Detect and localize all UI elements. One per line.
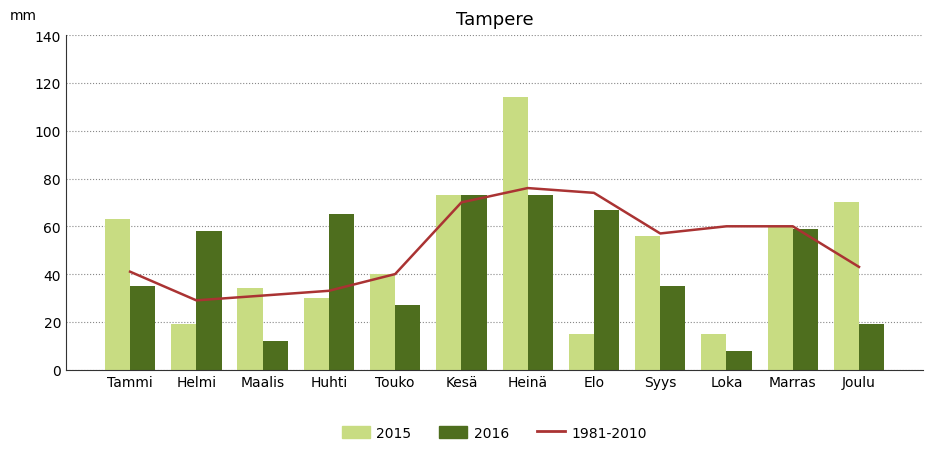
Bar — [171, 325, 196, 370]
1981-2010 — [257, 293, 268, 299]
Bar — [834, 203, 859, 370]
Bar — [105, 220, 130, 370]
Bar — [660, 286, 686, 370]
1981-2010 — [522, 186, 533, 191]
1981-2010 — [721, 224, 732, 230]
Bar — [462, 196, 487, 370]
1981-2010 — [323, 289, 334, 294]
1981-2010 — [853, 265, 865, 270]
Bar — [768, 227, 793, 370]
Bar — [502, 98, 528, 370]
Bar — [594, 210, 619, 370]
Bar — [370, 275, 395, 370]
1981-2010 — [389, 272, 400, 277]
Bar — [793, 229, 818, 370]
1981-2010 — [589, 191, 600, 196]
Bar — [303, 298, 329, 370]
Bar — [635, 236, 660, 370]
Bar — [395, 305, 420, 370]
1981-2010 — [190, 298, 202, 304]
Bar — [263, 341, 288, 370]
Bar — [569, 334, 594, 370]
Bar — [436, 196, 462, 370]
Bar — [196, 231, 221, 370]
Title: Tampere: Tampere — [456, 11, 533, 29]
1981-2010 — [655, 231, 666, 237]
Line: 1981-2010: 1981-2010 — [130, 189, 859, 301]
Bar — [528, 196, 553, 370]
Bar — [859, 325, 885, 370]
Text: mm: mm — [10, 9, 38, 23]
Bar — [726, 351, 752, 370]
1981-2010 — [788, 224, 799, 230]
Bar — [329, 215, 354, 370]
Bar — [237, 289, 263, 370]
Bar — [130, 286, 155, 370]
1981-2010 — [456, 200, 467, 206]
Bar — [701, 334, 726, 370]
1981-2010 — [124, 269, 136, 275]
Legend: 2015, 2016, 1981-2010: 2015, 2016, 1981-2010 — [336, 420, 653, 445]
